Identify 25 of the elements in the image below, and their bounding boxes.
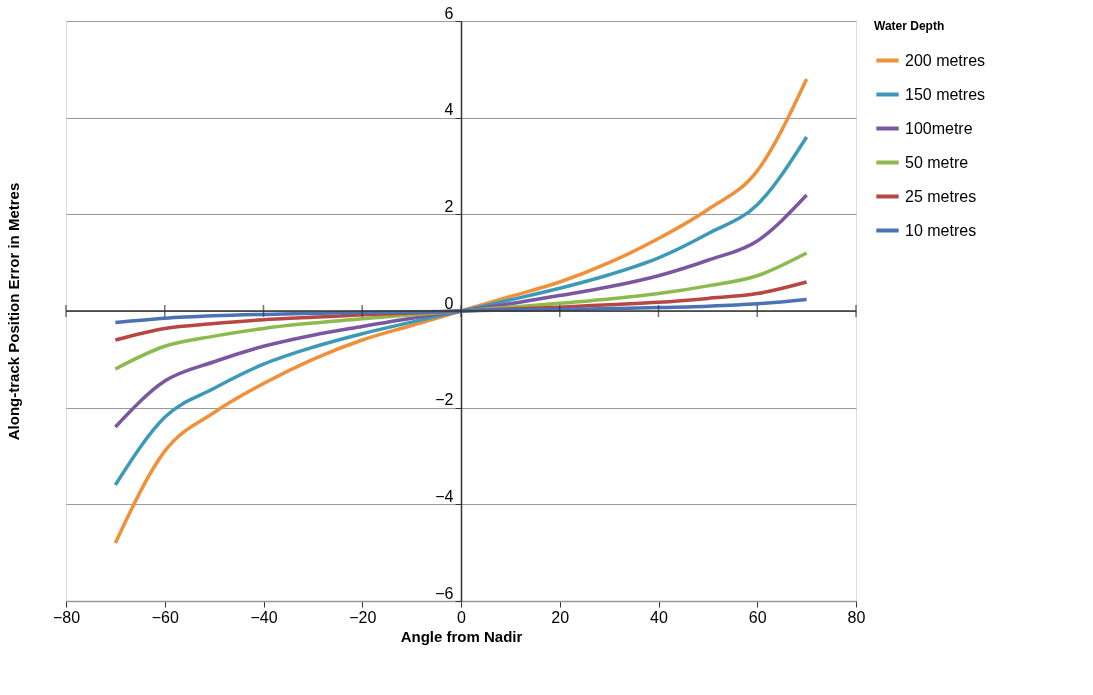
y-tick-label: −6 (435, 584, 454, 602)
y-tick-label: 6 (444, 4, 454, 22)
legend-label: 50 metre (905, 153, 969, 171)
x-tick-label: 40 (650, 608, 668, 626)
x-tick-label: 60 (748, 608, 767, 626)
legend-label: 100metre (905, 119, 973, 137)
legend-title: Water Depth (874, 19, 945, 33)
y-tick-label: 4 (444, 101, 454, 119)
legend-label: 150 metres (905, 85, 986, 103)
x-axis-title: Angle from Nadir (400, 627, 523, 645)
y-tick-label: −2 (435, 391, 454, 409)
x-tick-label: 20 (551, 608, 570, 626)
legend-label: 10 metres (905, 221, 977, 239)
x-tick-label: 80 (847, 608, 866, 626)
y-tick-label: 0 (444, 294, 454, 312)
y-axis-title: Along-track Position Error in Metres (4, 182, 22, 441)
x-tick-label: −20 (349, 608, 377, 626)
x-tick-label: −80 (52, 608, 81, 626)
x-tick-label: 0 (457, 608, 467, 626)
legend-label: 200 metres (905, 51, 986, 69)
y-tick-label: −4 (435, 487, 454, 505)
y-tick-label: 2 (444, 197, 454, 215)
legend-label: 25 metres (905, 187, 977, 205)
x-tick-label: −60 (151, 608, 179, 626)
x-tick-label: −40 (250, 608, 278, 626)
